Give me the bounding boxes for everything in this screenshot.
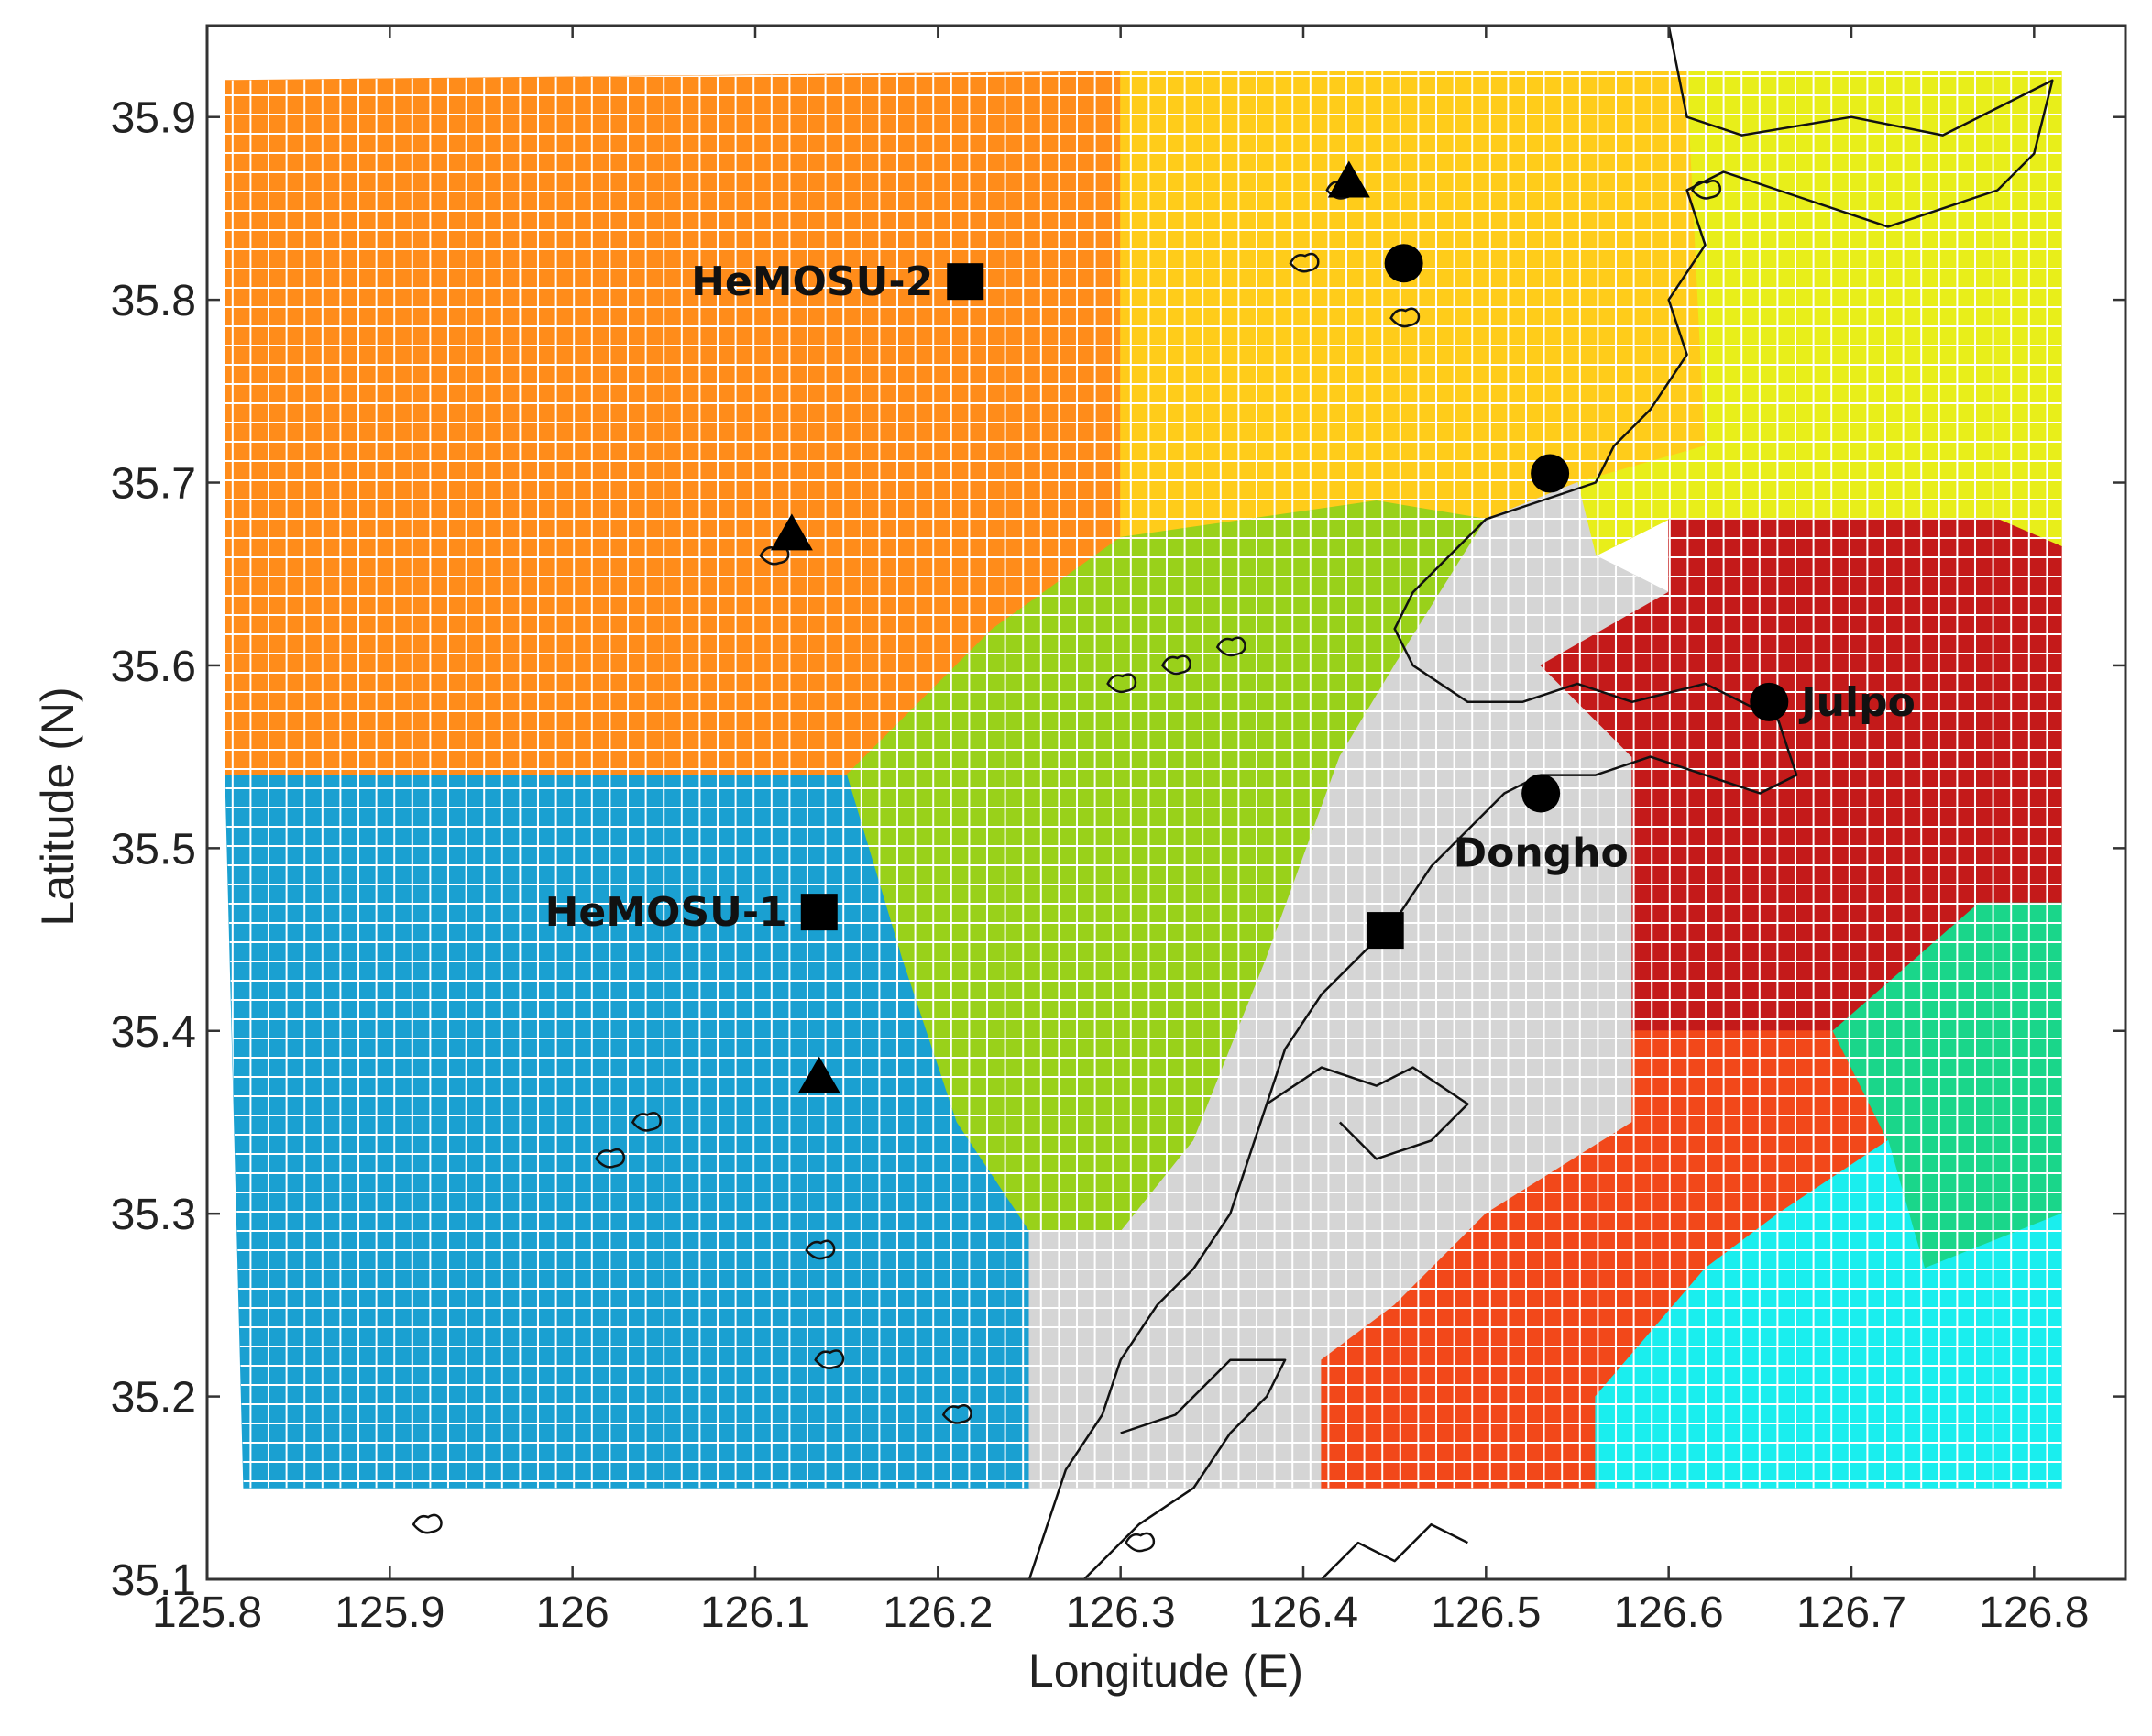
island-6 xyxy=(595,1148,626,1169)
x-tick-label-3: 126.1 xyxy=(700,1588,810,1637)
island-13 xyxy=(412,1513,443,1534)
y-axis-ticks: 35.1 35.2 35.3 35.4 35.5 35.6 35.7 35.8 35.9 xyxy=(111,94,2125,1605)
island-12 xyxy=(1125,1532,1156,1553)
island-4 xyxy=(1160,654,1191,676)
y-axis-label: Latitude (N) xyxy=(32,687,83,926)
x-tick-label-2: 126 xyxy=(536,1588,609,1637)
coastline-segment-0 xyxy=(1027,26,2054,1579)
y-tick-label-1: 35.2 xyxy=(111,1374,196,1423)
grid-region-cells-0 xyxy=(225,71,1121,775)
island-5 xyxy=(1215,636,1246,657)
station-triangle-marker-3 xyxy=(1327,160,1370,198)
y-tick-label-7: 35.8 xyxy=(111,277,196,325)
island-11 xyxy=(941,1404,972,1424)
x-axis-ticks: 125.8 125.9 126 126.1 126.2 126.3 126.4 126.5 12… xyxy=(152,26,2089,1637)
island-1 xyxy=(1289,252,1320,273)
island-9 xyxy=(805,1239,836,1260)
x-tick-label-8: 126.6 xyxy=(1614,1588,1724,1637)
x-tick-label-9: 126.7 xyxy=(1796,1588,1906,1637)
island-7 xyxy=(631,1111,662,1132)
x-axis-label: Longitude (E) xyxy=(1028,1645,1303,1697)
island-10 xyxy=(759,544,790,566)
station-circle-marker-9 xyxy=(1521,774,1561,813)
y-tick-label-5: 35.6 xyxy=(111,643,196,691)
x-tick-label-6: 126.4 xyxy=(1248,1588,1358,1637)
x-tick-label-0: 125.8 xyxy=(152,1588,262,1637)
station-label-1: HeMOSU-1 xyxy=(545,889,787,936)
plot-frame xyxy=(205,24,2127,1581)
grid-region-cells-8 xyxy=(1833,903,2062,1269)
station-square-marker-2 xyxy=(1367,912,1404,950)
x-tick-label-1: 125.9 xyxy=(335,1588,445,1637)
station-circle-marker-7 xyxy=(1531,454,1570,493)
station-circle-marker-8 xyxy=(1750,682,1789,721)
station-square-marker-1 xyxy=(800,894,838,931)
y-tick-label-2: 35.3 xyxy=(111,1191,196,1239)
grid-region-cells-4 xyxy=(225,775,1029,1489)
grid-region-cells-3 xyxy=(846,500,1487,1233)
coastline-segment-2 xyxy=(1321,1522,1468,1579)
y-tick-label-6: 35.7 xyxy=(111,460,196,509)
x-tick-label-10: 126.8 xyxy=(1979,1588,2089,1637)
y-tick-label-3: 35.4 xyxy=(111,1008,196,1057)
island-8 xyxy=(814,1349,845,1369)
model-grid-cell-lines xyxy=(225,71,2062,1489)
grid-region-cells-9 xyxy=(1595,1140,2062,1489)
station-label-8: Julpo xyxy=(1798,679,1916,726)
coastline-segment-1 xyxy=(1082,1358,1287,1579)
island-3 xyxy=(1106,673,1137,694)
grid-region-cells-7 xyxy=(1321,1030,1888,1489)
station-label-0: HeMOSU-2 xyxy=(691,258,933,305)
coastline xyxy=(412,26,2054,1579)
island-14 xyxy=(1691,179,1722,200)
x-tick-label-5: 126.3 xyxy=(1066,1588,1176,1637)
station-triangle-marker-5 xyxy=(797,1056,840,1093)
x-tick-label-4: 126.2 xyxy=(883,1588,993,1637)
island-2 xyxy=(1389,307,1421,328)
y-tick-label-8: 35.9 xyxy=(111,94,196,143)
coastline-segment-3 xyxy=(1266,1066,1469,1160)
grid-region-cells-2 xyxy=(1577,71,2062,556)
station-triangle-marker-4 xyxy=(770,513,813,551)
y-tick-label-0: 35.1 xyxy=(111,1556,196,1605)
x-tick-label-7: 126.5 xyxy=(1431,1588,1541,1637)
station-label-9: Dongho xyxy=(1454,830,1629,877)
station-circle-marker-6 xyxy=(1384,244,1423,283)
y-tick-label-4: 35.5 xyxy=(111,825,196,873)
grid-region-cells-1 xyxy=(1120,71,1706,538)
grid-region-cells-5 xyxy=(1029,482,1669,1489)
station-square-marker-0 xyxy=(947,263,984,301)
grid-region-cells-6 xyxy=(1541,519,2062,1031)
station-markers: HeMOSU-2 HeMOSU-1 Julpo Dongho xyxy=(545,160,1916,1093)
